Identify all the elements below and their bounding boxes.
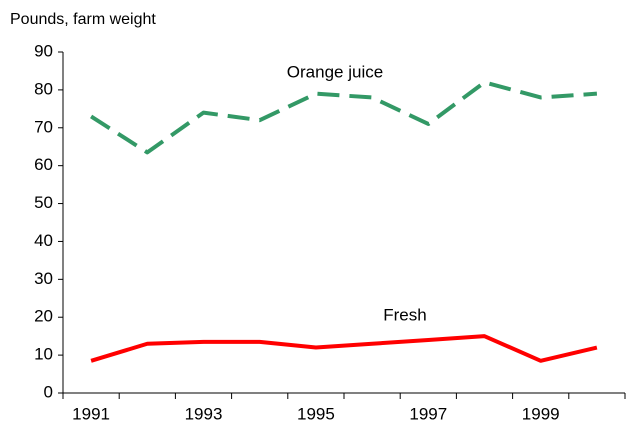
- y-tick-label: 0: [44, 382, 53, 401]
- x-tick-label: 1995: [297, 404, 335, 423]
- y-tick-label: 50: [34, 193, 53, 212]
- x-tick-label: 1993: [185, 404, 223, 423]
- line-series: [90, 334, 598, 363]
- line-series: [90, 80, 598, 155]
- series-label: Orange juice: [287, 62, 383, 81]
- x-tick-label: 1999: [522, 404, 560, 423]
- x-tick-label: 1997: [409, 404, 447, 423]
- y-tick-label: 70: [34, 117, 53, 136]
- y-axis-label: Pounds, farm weight: [10, 11, 156, 28]
- y-tick-label: 60: [34, 155, 53, 174]
- y-tick-label: 80: [34, 79, 53, 98]
- y-tick-label: 90: [34, 41, 53, 60]
- x-tick-label: 1991: [72, 404, 110, 423]
- y-tick-label: 30: [34, 269, 53, 288]
- y-tick-label: 40: [34, 231, 53, 250]
- series-label: Fresh: [383, 305, 426, 324]
- y-tick-label: 20: [34, 307, 53, 326]
- y-tick-label: 10: [34, 345, 53, 364]
